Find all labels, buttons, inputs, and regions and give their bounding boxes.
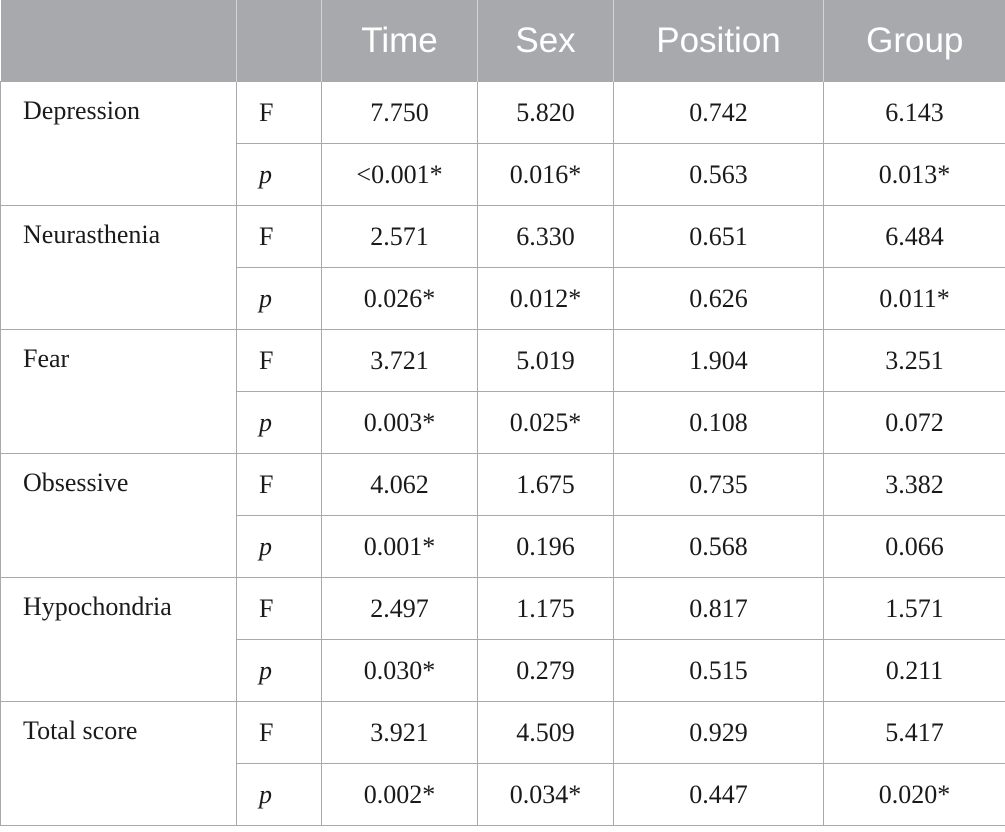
value-time: 0.001* xyxy=(321,515,478,578)
stat-label-f: F xyxy=(236,81,322,144)
value-position: 0.735 xyxy=(613,453,824,516)
header-row: Time Sex Position Group xyxy=(0,0,1005,82)
value-position: 0.651 xyxy=(613,205,824,268)
value-sex: 1.675 xyxy=(477,453,614,516)
table-row: Fear F 3.721 5.019 1.904 3.251 xyxy=(0,329,1005,454)
table-row: Neurasthenia F 2.571 6.330 0.651 6.484 xyxy=(0,205,1005,330)
stat-label-p: p xyxy=(236,143,322,206)
value-sex: 0.196 xyxy=(477,515,614,578)
value-position: 0.515 xyxy=(613,639,824,702)
measure-label: Hypochondria xyxy=(0,577,237,702)
stat-label-p: p xyxy=(236,515,322,578)
header-time: Time xyxy=(321,0,478,82)
header-measure-column xyxy=(0,0,237,82)
value-position: 1.904 xyxy=(613,329,824,392)
value-group: 6.143 xyxy=(823,81,1005,144)
value-group: 0.066 xyxy=(823,515,1005,578)
value-position: 0.929 xyxy=(613,701,824,764)
stat-label-f: F xyxy=(236,577,322,640)
value-group: 0.020* xyxy=(823,763,1005,826)
stat-label-p: p xyxy=(236,267,322,330)
table-row: p 0.003* 0.025* 0.108 0.072 xyxy=(1,391,1005,454)
table-row: Obsessive F 4.062 1.675 0.735 3.382 xyxy=(0,453,1005,578)
value-time: 3.721 xyxy=(321,329,478,392)
measure-label: Obsessive xyxy=(0,453,237,578)
value-group: 6.484 xyxy=(823,205,1005,268)
value-sex: 0.279 xyxy=(477,639,614,702)
table-row: Total score F 3.921 4.509 0.929 5.417 xyxy=(0,701,1005,826)
value-time: <0.001* xyxy=(321,143,478,206)
table-row: p 0.026* 0.012* 0.626 0.011* xyxy=(1,267,1005,330)
stat-label-p: p xyxy=(236,639,322,702)
value-group: 5.417 xyxy=(823,701,1005,764)
value-position: 0.817 xyxy=(613,577,824,640)
header-statistic-column xyxy=(236,0,322,82)
measure-label: Fear xyxy=(0,329,237,454)
measure-label: Total score xyxy=(0,701,237,826)
measure-label: Depression xyxy=(0,81,237,206)
stat-label-f: F xyxy=(236,701,322,764)
value-time: 7.750 xyxy=(321,81,478,144)
header-group: Group xyxy=(823,0,1005,82)
table-row: p <0.001* 0.016* 0.563 0.013* xyxy=(1,143,1005,206)
value-sex: 0.016* xyxy=(477,143,614,206)
value-position: 0.742 xyxy=(613,81,824,144)
value-group: 0.072 xyxy=(823,391,1005,454)
value-position: 0.108 xyxy=(613,391,824,454)
header-position: Position xyxy=(613,0,824,82)
value-position: 0.568 xyxy=(613,515,824,578)
stat-label-p: p xyxy=(236,391,322,454)
stat-label-f: F xyxy=(236,453,322,516)
table-header: Time Sex Position Group xyxy=(0,0,1005,82)
value-sex: 0.034* xyxy=(477,763,614,826)
value-time: 2.497 xyxy=(321,577,478,640)
value-time: 0.030* xyxy=(321,639,478,702)
value-time: 0.003* xyxy=(321,391,478,454)
measure-label: Neurasthenia xyxy=(0,205,237,330)
value-sex: 5.820 xyxy=(477,81,614,144)
value-sex: 5.019 xyxy=(477,329,614,392)
value-group: 1.571 xyxy=(823,577,1005,640)
value-time: 2.571 xyxy=(321,205,478,268)
table-row: p 0.002* 0.034* 0.447 0.020* xyxy=(1,763,1005,826)
value-sex: 0.025* xyxy=(477,391,614,454)
value-time: 3.921 xyxy=(321,701,478,764)
table-row: Hypochondria F 2.497 1.175 0.817 1.571 xyxy=(0,577,1005,702)
value-time: 4.062 xyxy=(321,453,478,516)
header-sex: Sex xyxy=(477,0,614,82)
stat-label-p: p xyxy=(236,763,322,826)
table-row: p 0.001* 0.196 0.568 0.066 xyxy=(1,515,1005,578)
value-position: 0.626 xyxy=(613,267,824,330)
value-sex: 4.509 xyxy=(477,701,614,764)
table-row: Depression F 7.750 5.820 0.742 6.143 xyxy=(0,81,1005,206)
stat-label-f: F xyxy=(236,329,322,392)
value-sex: 1.175 xyxy=(477,577,614,640)
value-group: 3.251 xyxy=(823,329,1005,392)
stat-label-f: F xyxy=(236,205,322,268)
value-position: 0.447 xyxy=(613,763,824,826)
value-group: 0.211 xyxy=(823,639,1005,702)
value-position: 0.563 xyxy=(613,143,824,206)
value-sex: 0.012* xyxy=(477,267,614,330)
table-row: p 0.030* 0.279 0.515 0.211 xyxy=(1,639,1005,702)
value-group: 0.011* xyxy=(823,267,1005,330)
value-time: 0.026* xyxy=(321,267,478,330)
value-sex: 6.330 xyxy=(477,205,614,268)
table-body: Depression F 7.750 5.820 0.742 6.143 p <… xyxy=(0,81,1005,826)
value-time: 0.002* xyxy=(321,763,478,826)
value-group: 3.382 xyxy=(823,453,1005,516)
value-group: 0.013* xyxy=(823,143,1005,206)
